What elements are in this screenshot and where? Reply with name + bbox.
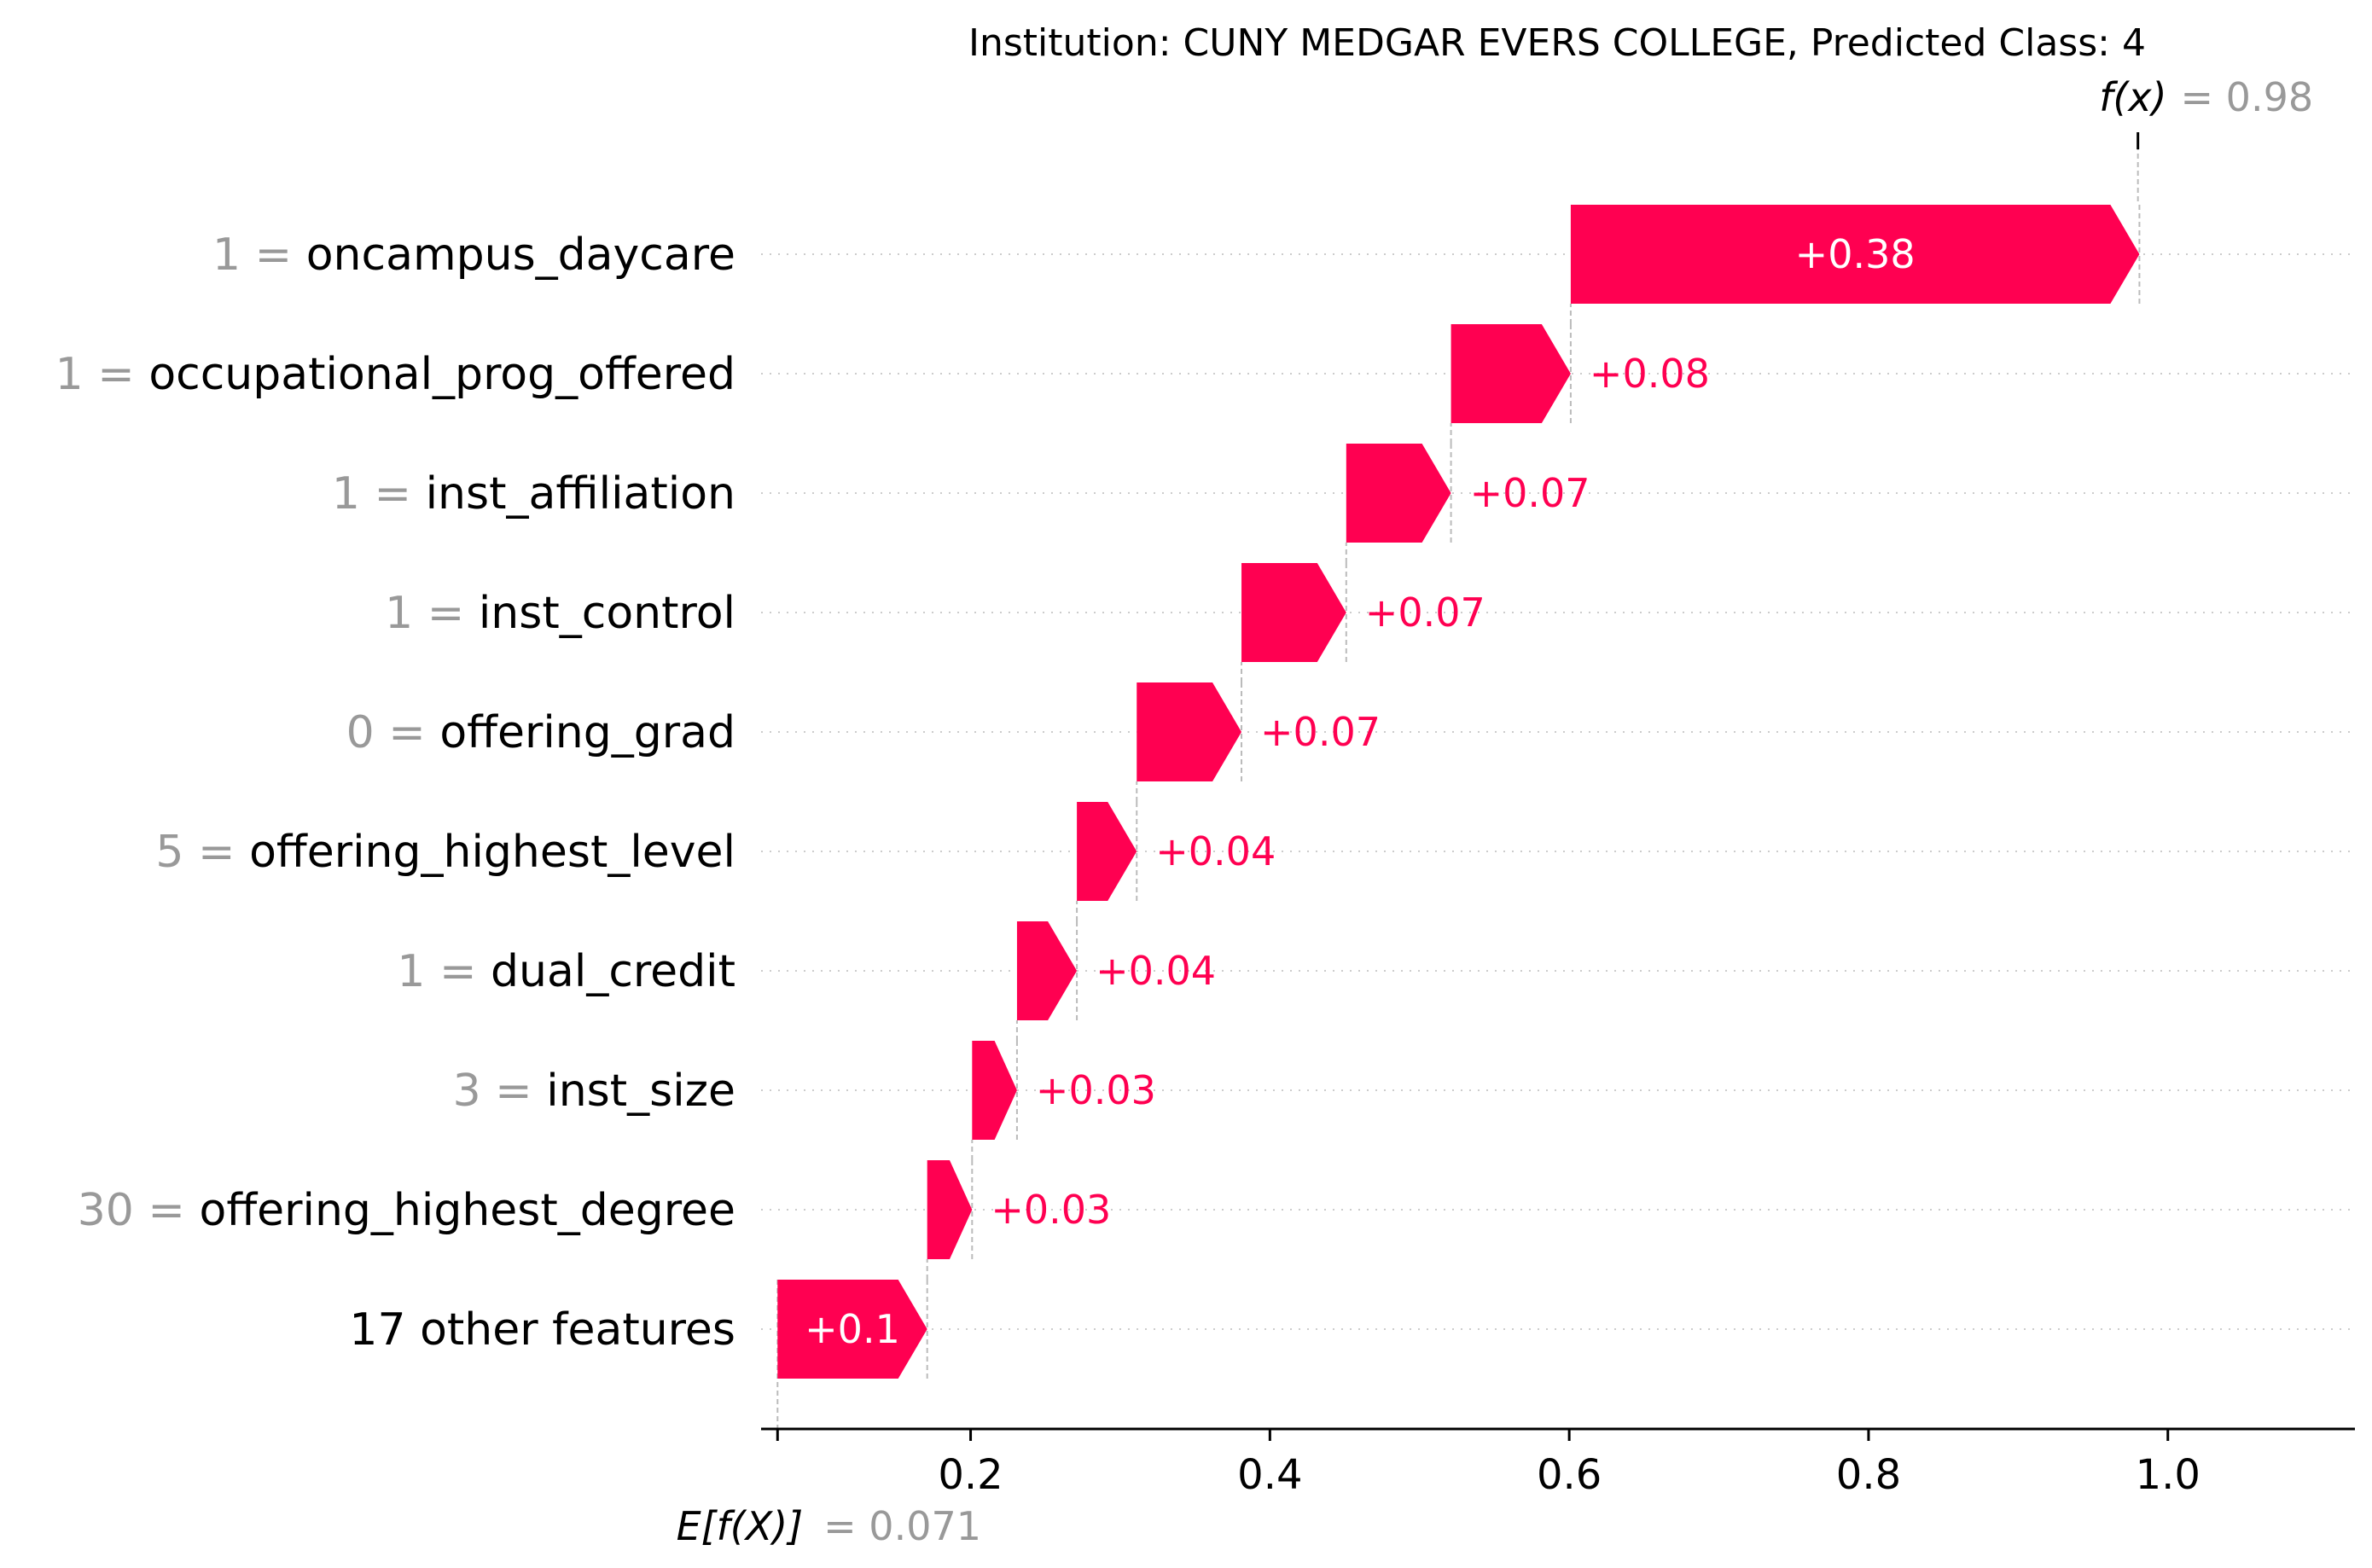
feature-labels: 1 = oncampus_daycare +0.38 1 = occupationa… bbox=[55, 229, 1916, 1356]
feature-label: 17 other features bbox=[349, 1304, 735, 1356]
contribution-label: +0.07 bbox=[1365, 589, 1485, 636]
output-value-symbol: f(x) bbox=[2099, 74, 2166, 120]
contribution-label: +0.1 bbox=[805, 1306, 900, 1352]
feature-name: inst_size bbox=[546, 1066, 735, 1117]
contribution-bar bbox=[1077, 802, 1137, 901]
output-value-label: f(x) = 0.98 bbox=[2099, 74, 2313, 120]
feature-value: 1 = bbox=[55, 349, 149, 400]
contribution-label: +0.04 bbox=[1155, 828, 1276, 874]
contribution-label: +0.08 bbox=[1590, 351, 1710, 397]
x-tick-label: 0.6 bbox=[1537, 1451, 1602, 1499]
contribution-bar bbox=[1137, 682, 1242, 781]
feature-value: 1 = bbox=[397, 946, 491, 997]
base-value-label: E[f(X)] = 0.071 bbox=[677, 1503, 981, 1549]
feature-name: offering_grad bbox=[439, 707, 735, 758]
feature-label: 5 = offering_highest_level bbox=[155, 827, 735, 878]
feature-label: 3 = inst_size bbox=[453, 1066, 735, 1117]
feature-label: 1 = oncampus_daycare bbox=[212, 229, 735, 281]
feature-value: 5 = bbox=[155, 827, 249, 878]
feature-value: 1 = bbox=[332, 468, 426, 520]
base-value-number: = 0.071 bbox=[823, 1503, 981, 1549]
contribution-bar bbox=[1570, 205, 2140, 304]
feature-name: inst_affiliation bbox=[426, 468, 735, 520]
contribution-bar bbox=[1346, 444, 1451, 543]
contribution-bar bbox=[777, 1280, 927, 1379]
value-markers: E[f(X)] = 0.071 f(x) = 0.98 bbox=[677, 74, 2314, 1549]
output-value-number: = 0.98 bbox=[2181, 74, 2314, 120]
contribution-label: +0.03 bbox=[991, 1187, 1111, 1233]
feature-label: 30 = offering_highest_degree bbox=[78, 1185, 735, 1236]
feature-name: occupational_prog_offered bbox=[148, 349, 735, 400]
base-value-symbol: E[f(X)] bbox=[677, 1503, 804, 1549]
feature-value: 0 = bbox=[346, 707, 440, 758]
feature-value: 1 = bbox=[212, 229, 306, 281]
feature-name: offering_highest_level bbox=[249, 827, 735, 878]
contribution-bar bbox=[1016, 921, 1078, 1020]
feature-name: offering_highest_degree bbox=[200, 1185, 736, 1236]
contribution-bars bbox=[777, 205, 2140, 1379]
feature-name: dual_credit bbox=[491, 946, 735, 997]
x-tick-label: 1.0 bbox=[2136, 1451, 2200, 1499]
feature-label: 1 = occupational_prog_offered bbox=[55, 349, 735, 400]
feature-label: 1 = inst_control bbox=[385, 588, 735, 639]
chart-title: Institution: CUNY MEDGAR EVERS COLLEGE, … bbox=[968, 21, 2146, 65]
contribution-bar bbox=[1451, 324, 1571, 423]
x-tick-label: 0.4 bbox=[1237, 1451, 1302, 1499]
feature-value: 3 = bbox=[453, 1066, 547, 1117]
contribution-label: +0.38 bbox=[1795, 231, 1916, 277]
feature-name: oncampus_daycare bbox=[306, 229, 735, 281]
feature-label: 1 = dual_credit bbox=[397, 946, 735, 997]
feature-label: 1 = inst_affiliation bbox=[332, 468, 735, 520]
feature-name: 17 other features bbox=[349, 1304, 735, 1356]
contribution-bar bbox=[927, 1160, 973, 1259]
x-tick-label: 0.2 bbox=[938, 1451, 1003, 1499]
feature-label: 0 = offering_grad bbox=[346, 707, 735, 758]
feature-value: 1 = bbox=[385, 588, 479, 639]
feature-name: inst_control bbox=[479, 588, 735, 639]
contribution-label: +0.04 bbox=[1096, 948, 1216, 994]
contribution-label: +0.07 bbox=[1470, 470, 1590, 516]
row-gridlines bbox=[761, 253, 2355, 1330]
feature-value: 30 = bbox=[78, 1185, 200, 1236]
contribution-label: +0.03 bbox=[1036, 1067, 1156, 1113]
x-tick-label: 0.8 bbox=[1836, 1451, 1901, 1499]
contribution-bar bbox=[1241, 563, 1346, 662]
contribution-label: +0.07 bbox=[1260, 709, 1381, 755]
contribution-bar bbox=[972, 1041, 1017, 1140]
x-axis: 0.2 0.4 0.6 0.8 1.0 bbox=[761, 1427, 2355, 1499]
